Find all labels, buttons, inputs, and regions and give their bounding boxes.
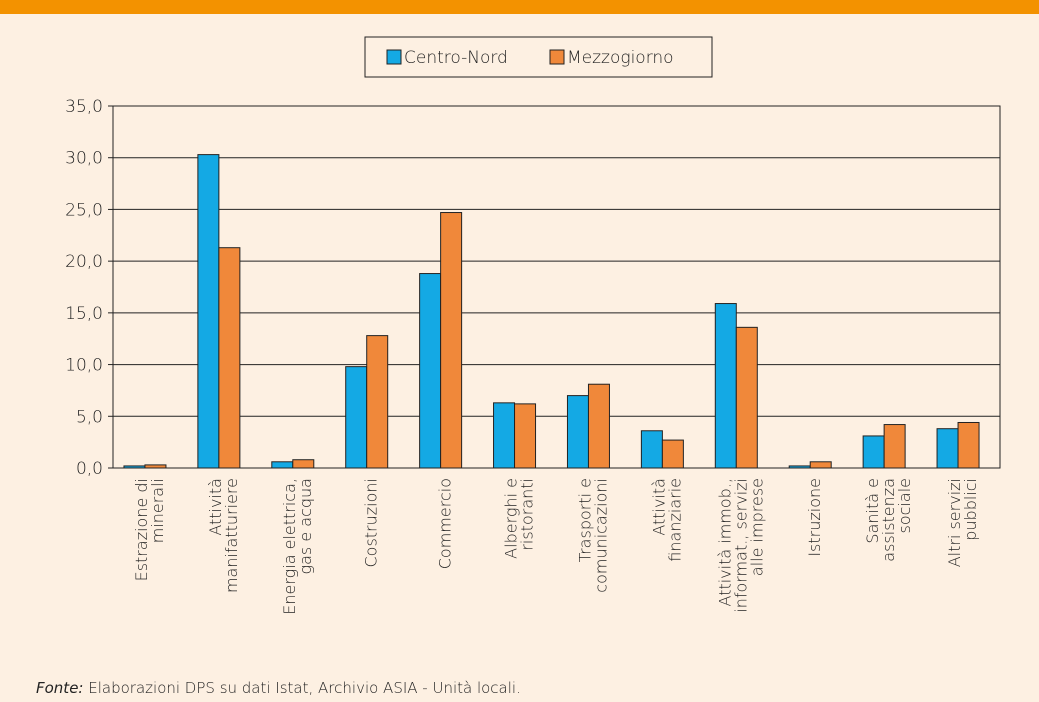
x-tick-label: Costruzioni: [362, 478, 381, 568]
x-tick-label: Alberghi eristoranti: [502, 478, 537, 559]
legend-box: [364, 36, 713, 78]
legend-label: Centro-Nord: [404, 48, 508, 68]
bar: [144, 464, 167, 469]
bar: [640, 430, 663, 469]
bar: [292, 459, 315, 469]
bar: [714, 303, 737, 469]
bar: [493, 402, 516, 469]
x-tick-label: Attivitàmanifatturiere: [206, 478, 241, 593]
x-tick-label: Altri servizipubblici: [945, 478, 980, 567]
bar: [862, 435, 885, 469]
bar: [566, 395, 589, 469]
y-tick-label: 0,0: [76, 459, 103, 479]
x-tick-label: Sanità eassistenzasociale: [863, 478, 914, 562]
bar: [809, 461, 832, 469]
legend-swatch: [386, 49, 402, 65]
x-tick-label: Trasporti ecomunicazioni: [575, 478, 610, 593]
header-band: [0, 0, 1039, 14]
y-tick-label: 15,0: [65, 304, 103, 324]
y-tick-label: 5,0: [76, 407, 103, 427]
bar: [883, 424, 906, 469]
y-tick-label: 35,0: [65, 97, 103, 117]
bar: [587, 383, 610, 469]
bar: [123, 465, 146, 469]
bar: [419, 273, 442, 469]
y-tick-label: 25,0: [65, 200, 103, 220]
bar: [514, 403, 537, 469]
x-tick-label: Istruzione: [805, 478, 824, 557]
x-tick-label: Estrazione diminerali: [132, 478, 167, 581]
bar: [788, 465, 811, 469]
bar: [957, 421, 980, 469]
plot-area: [112, 105, 1001, 469]
bar: [735, 326, 758, 469]
bar: [661, 439, 684, 469]
y-tick-label: 30,0: [65, 149, 103, 169]
x-tick-label: Attività immob.,informat., servizialle i…: [715, 478, 766, 613]
y-tick-label: 20,0: [65, 252, 103, 272]
bar: [271, 461, 294, 469]
source: Fonte: Elaborazioni DPS su dati Istat, A…: [36, 679, 521, 697]
x-tick-label: Commercio: [436, 478, 455, 569]
y-tick-label: 10,0: [65, 356, 103, 376]
source-label: Fonte:: [36, 679, 83, 697]
bar: [936, 428, 959, 469]
bar: [440, 212, 463, 469]
bar: [345, 366, 368, 469]
x-tick-label: Energia elettrica,gas e acqua: [280, 478, 315, 615]
x-tick-label: Attivitàfinanziarie: [649, 478, 684, 562]
legend-swatch: [549, 49, 565, 65]
bar: [197, 154, 220, 469]
bar: [218, 247, 241, 469]
source-text: Elaborazioni DPS su dati Istat, Archivio…: [83, 679, 520, 697]
bar: [366, 335, 389, 469]
legend-label: Mezzogiorno: [567, 48, 674, 68]
